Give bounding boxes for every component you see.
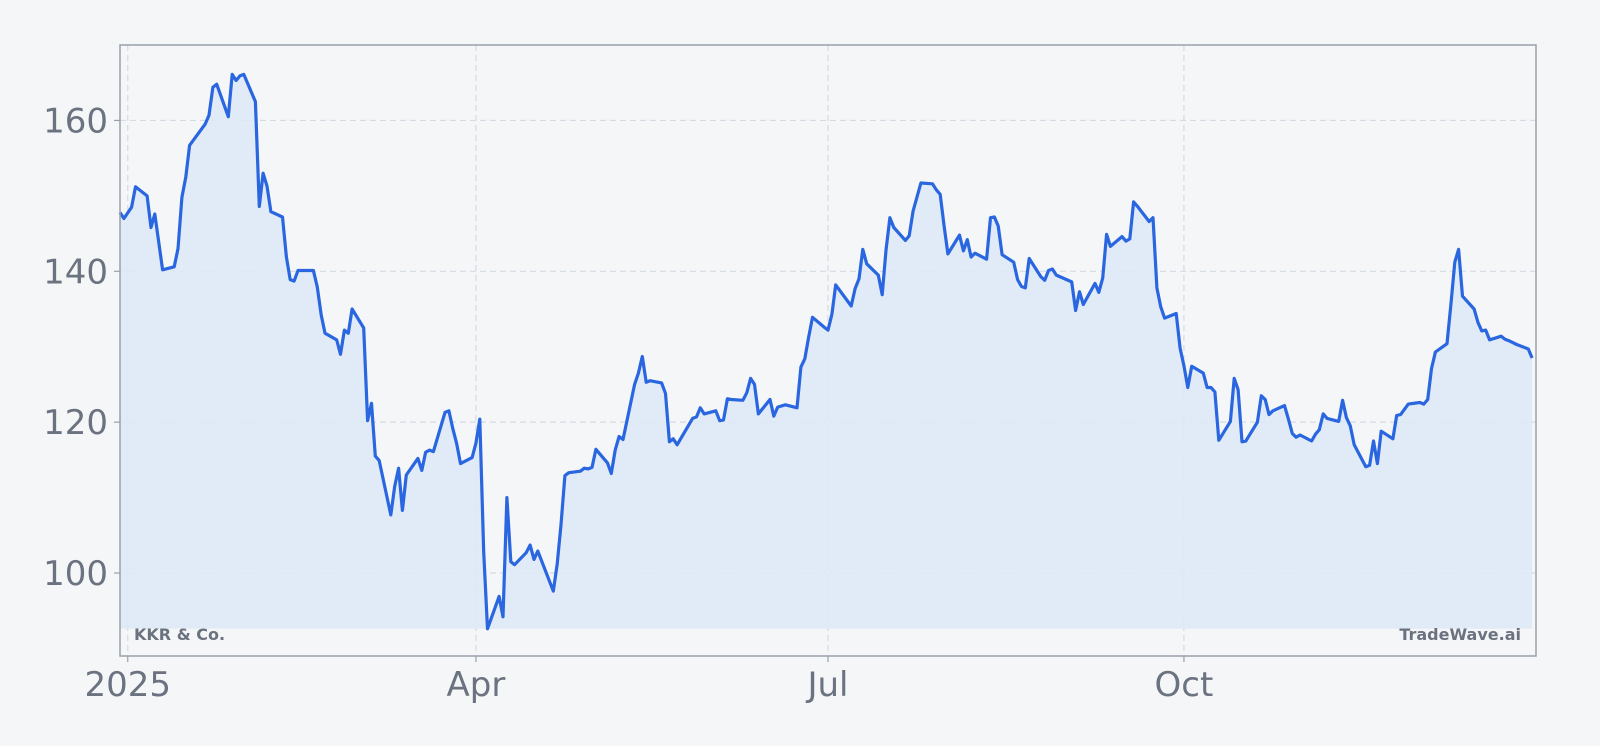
- x-axis: 2025 Apr Jul Oct: [84, 656, 1213, 705]
- y-tick-label: 120: [43, 403, 108, 443]
- price-line: [118, 72, 1534, 631]
- y-tick-label: 140: [43, 252, 108, 292]
- x-tick-label: Apr: [447, 665, 506, 705]
- x-tick-label: Jul: [805, 665, 848, 705]
- price-area-fill: [120, 74, 1533, 629]
- y-axis: 100 120 140 160: [43, 101, 120, 594]
- brand-watermark: TradeWave.ai: [1399, 625, 1521, 644]
- x-tick-label: 2025: [84, 665, 171, 705]
- x-tick-label: Oct: [1155, 665, 1214, 705]
- y-tick-label: 100: [43, 554, 108, 594]
- ticker-label: KKR & Co.: [134, 625, 225, 644]
- y-tick-label: 160: [43, 101, 108, 141]
